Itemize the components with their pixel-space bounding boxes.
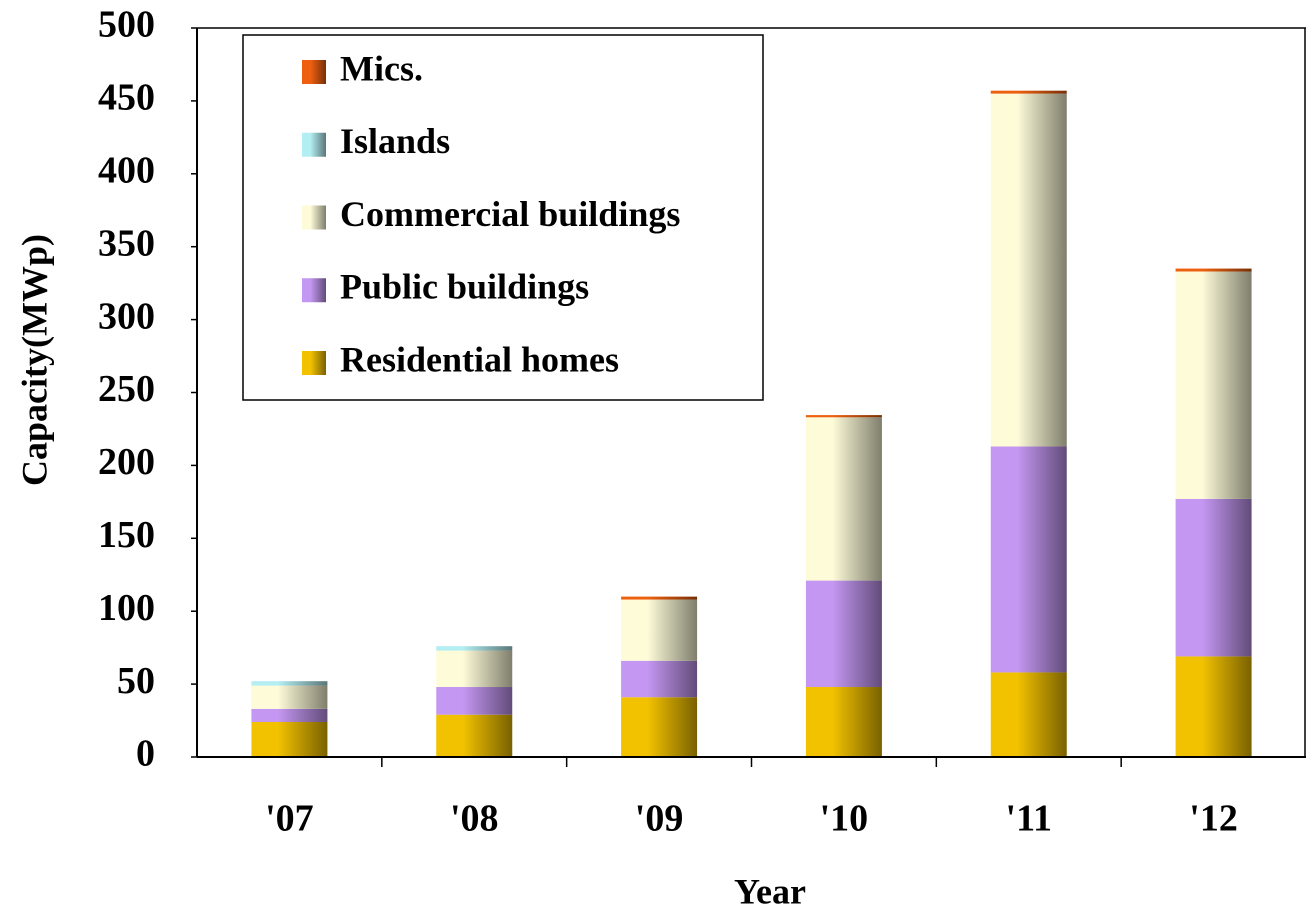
bar-segment	[1175, 498, 1252, 657]
x-tick-label: '07	[265, 798, 314, 840]
bar-segment	[251, 685, 328, 709]
legend-label: Residential homes	[340, 339, 619, 379]
y-tick-label: 100	[98, 587, 155, 629]
x-tick-label: '11	[1006, 798, 1052, 840]
x-tick-label: '08	[450, 798, 499, 840]
y-tick-label: 350	[98, 222, 155, 264]
y-tick-label: 400	[98, 150, 155, 192]
y-tick-label: 300	[98, 295, 155, 337]
legend-swatch	[302, 132, 326, 157]
legend-swatch	[302, 60, 326, 84]
bar-segment	[436, 650, 513, 688]
bar-segment	[621, 596, 698, 600]
bar-segment	[805, 415, 882, 418]
y-tick-label: 200	[98, 441, 155, 483]
bar-segment	[990, 446, 1067, 673]
bar-segment	[990, 90, 1067, 94]
bar-segment	[251, 708, 328, 723]
bar-segment	[990, 93, 1067, 447]
bar-segment	[805, 580, 882, 688]
bar-segment	[805, 687, 882, 757]
x-tick-label: '10	[820, 798, 869, 840]
bar-segment	[1175, 656, 1252, 757]
y-tick-label: 0	[136, 733, 155, 775]
bar-segment	[436, 646, 513, 651]
y-tick-label: 150	[98, 514, 155, 556]
legend-swatch	[302, 205, 326, 230]
legend-swatch	[302, 278, 326, 303]
y-axis-label: Capacity(MWp)	[14, 234, 54, 486]
legend-label: Public buildings	[340, 267, 589, 307]
x-tick-label: '12	[1189, 798, 1238, 840]
bar-segment	[1175, 268, 1252, 272]
y-tick-label: 500	[98, 4, 155, 46]
bar-segment	[621, 697, 698, 757]
bar-segment	[436, 714, 513, 757]
legend-label: Islands	[340, 121, 450, 161]
x-axis-label: Year	[734, 871, 806, 911]
legend-box	[242, 34, 764, 401]
y-tick-label: 250	[98, 368, 155, 410]
y-tick-label: 450	[98, 77, 155, 119]
legend-label: Commercial buildings	[340, 194, 680, 234]
bar-segment	[805, 417, 882, 581]
bar-segment	[621, 599, 698, 661]
bar-segment	[1175, 271, 1252, 499]
bar-segment	[990, 672, 1067, 757]
legend-label: Mics.	[340, 48, 423, 88]
legend-swatch	[302, 351, 326, 375]
bar-segment	[621, 660, 698, 698]
bar-segment	[436, 687, 513, 715]
x-tick-label: '09	[635, 798, 684, 840]
bar-segment	[251, 722, 328, 757]
y-tick-label: 50	[117, 660, 155, 702]
bar-segment	[251, 681, 328, 686]
